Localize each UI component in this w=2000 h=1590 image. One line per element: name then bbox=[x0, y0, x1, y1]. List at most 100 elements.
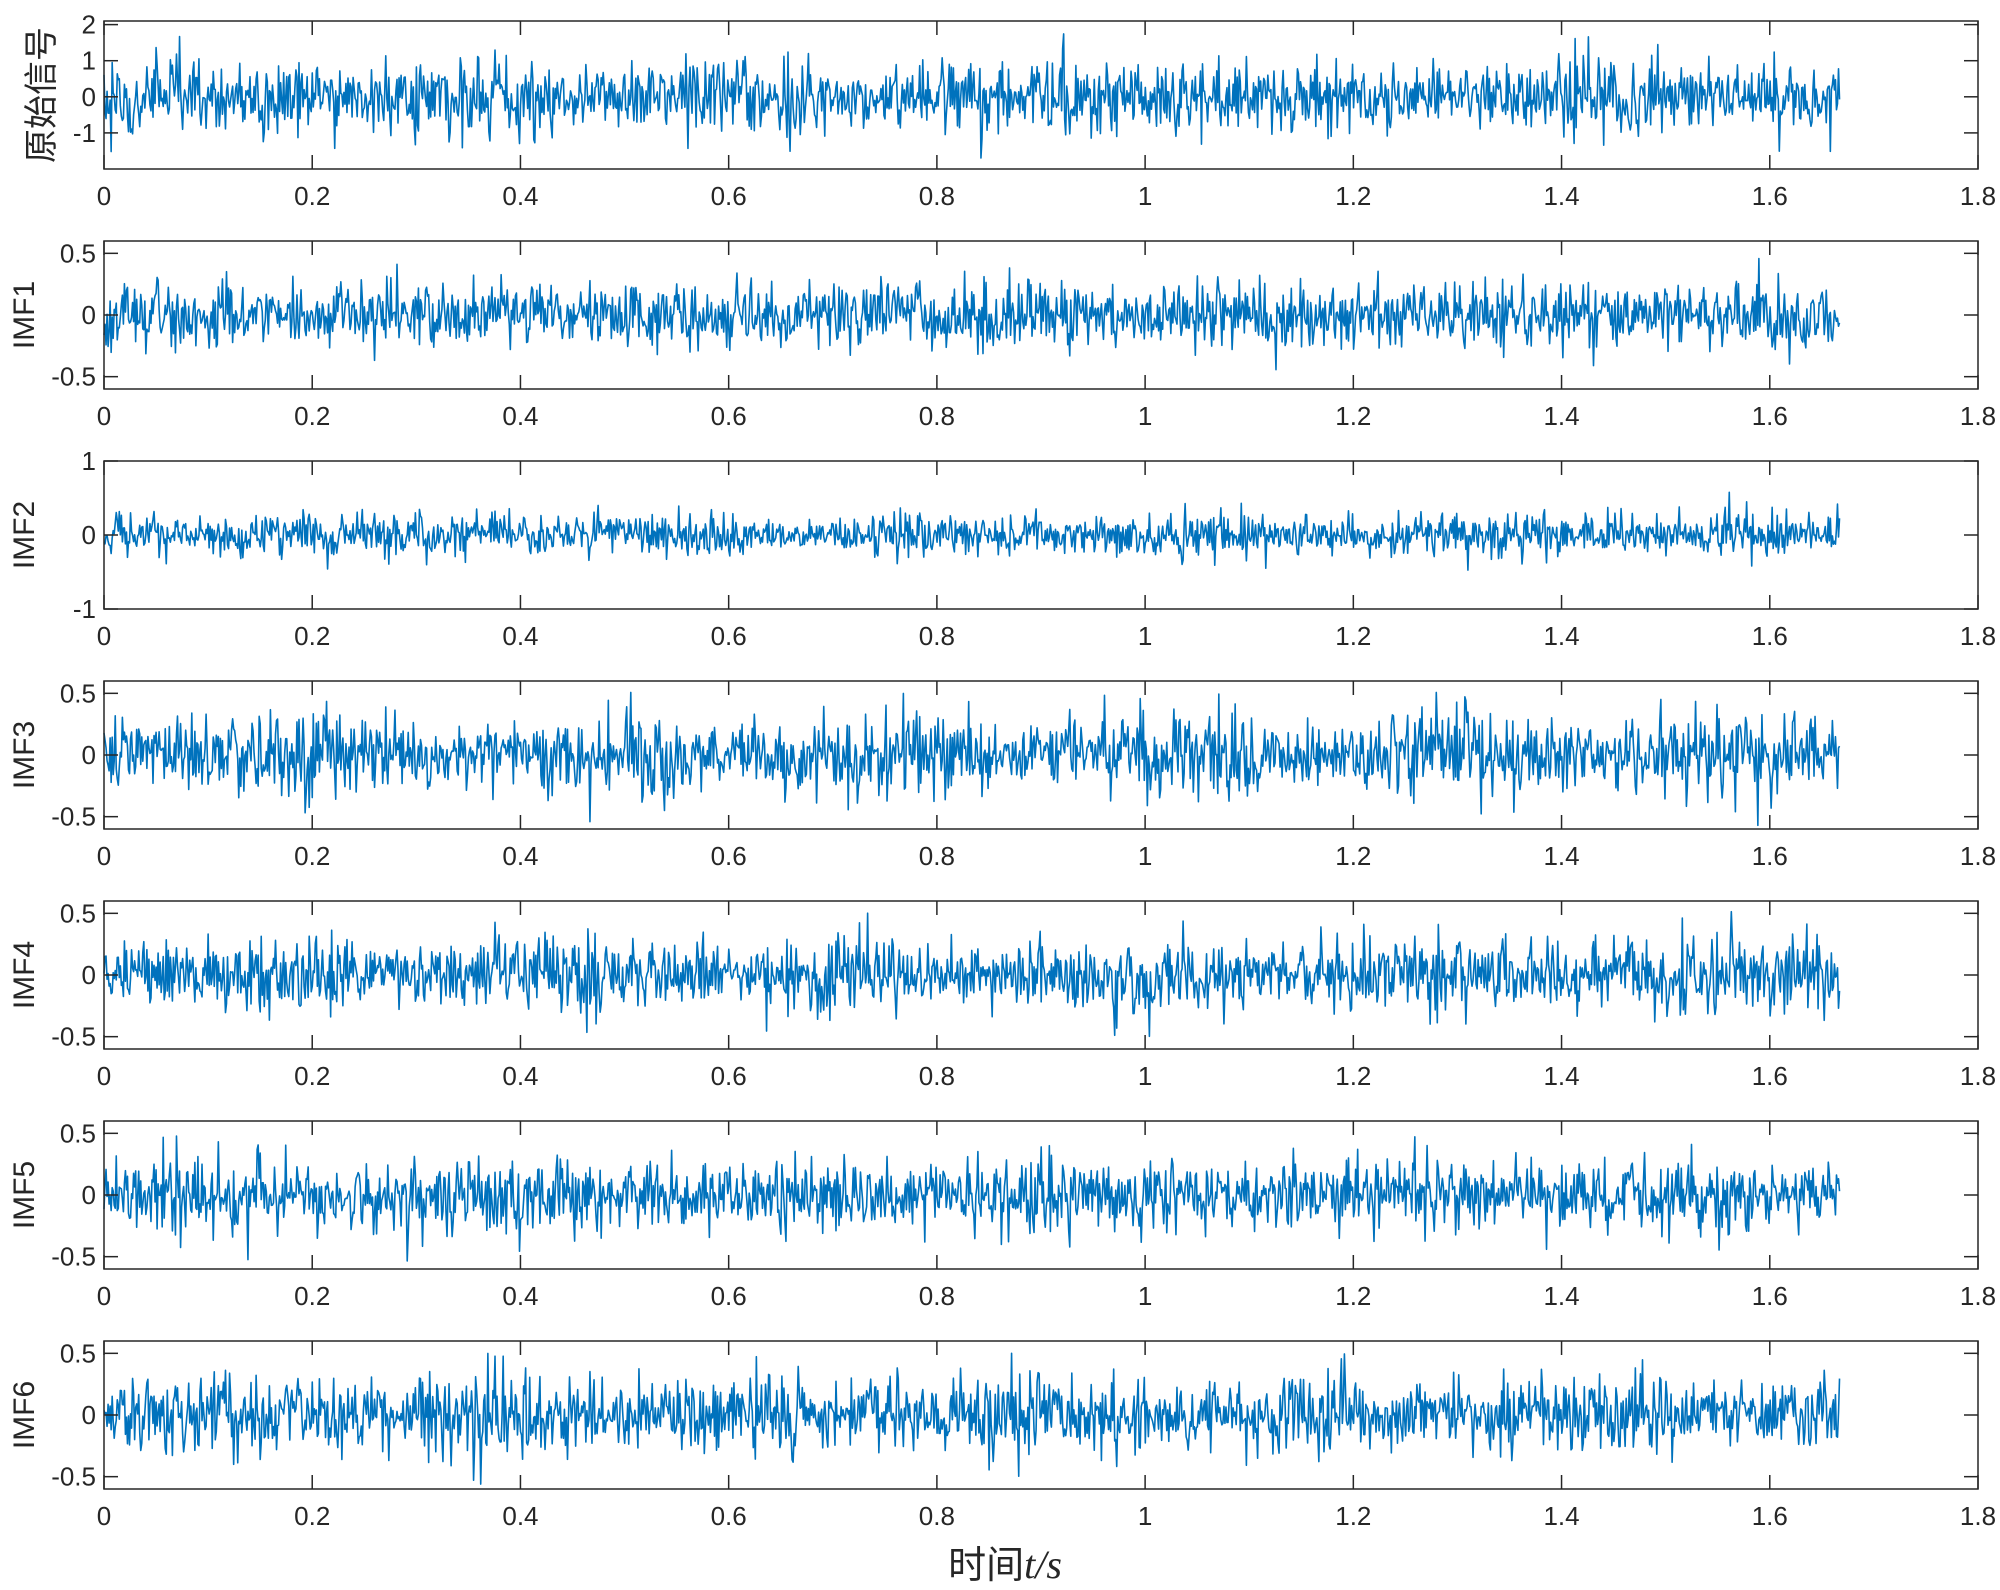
y-tick-label: 0 bbox=[82, 520, 96, 550]
x-tick-label: 1.4 bbox=[1543, 401, 1579, 431]
x-axis-label-expr: t/s bbox=[1024, 1542, 1062, 1587]
y-tick-label: 1 bbox=[82, 446, 96, 476]
signal-line bbox=[103, 491, 1841, 571]
x-tick-label: 0.8 bbox=[919, 621, 955, 651]
axes-frame bbox=[103, 20, 1979, 170]
x-tick-label: 1 bbox=[1138, 401, 1152, 431]
x-tick-label: 0 bbox=[97, 181, 111, 211]
x-tick-label: 0.6 bbox=[711, 621, 747, 651]
x-tick-label: 0.8 bbox=[919, 841, 955, 871]
x-tick-label: 1.2 bbox=[1335, 401, 1371, 431]
y-tick-label: -0.5 bbox=[51, 802, 96, 832]
x-tick-label: 1.2 bbox=[1335, 1501, 1371, 1531]
x-tick-label: 0 bbox=[97, 401, 111, 431]
y-axis-label: IMF5 bbox=[8, 1161, 41, 1229]
x-tick-label: 1.8 bbox=[1960, 1061, 1996, 1091]
y-tick-label: 1 bbox=[82, 46, 96, 76]
x-tick-label: 1.4 bbox=[1543, 1281, 1579, 1311]
y-axis-label: IMF2 bbox=[8, 501, 41, 569]
y-tick-label: 0.5 bbox=[60, 898, 96, 928]
axes-background bbox=[104, 461, 1978, 609]
y-tick-label: -0.5 bbox=[51, 362, 96, 392]
y-tick-label: 0 bbox=[82, 1400, 96, 1430]
y-tick-label: 0.5 bbox=[60, 678, 96, 708]
x-tick-label: 1.2 bbox=[1335, 181, 1371, 211]
x-tick-label: 0.2 bbox=[294, 621, 330, 651]
x-tick-label: 1.8 bbox=[1960, 401, 1996, 431]
x-tick-label: 1 bbox=[1138, 621, 1152, 651]
x-tick-label: 1 bbox=[1138, 181, 1152, 211]
x-tick-label: 1.6 bbox=[1752, 401, 1788, 431]
y-axis-label: IMF6 bbox=[8, 1381, 41, 1449]
x-tick-label: 0.4 bbox=[502, 1061, 538, 1091]
x-tick-label: 0.8 bbox=[919, 1281, 955, 1311]
x-tick-label: 0.8 bbox=[919, 181, 955, 211]
x-tick-label: 1.6 bbox=[1752, 1501, 1788, 1531]
y-tick-label: 0 bbox=[82, 740, 96, 770]
x-tick-label: 1.2 bbox=[1335, 1281, 1371, 1311]
y-axis-label: IMF3 bbox=[8, 721, 41, 789]
x-tick-label: 0.6 bbox=[711, 401, 747, 431]
y-tick-label: 2 bbox=[82, 10, 96, 40]
signal-line bbox=[103, 1135, 1841, 1262]
y-tick-label: -1 bbox=[73, 118, 96, 148]
y-tick-label: 0.5 bbox=[60, 1118, 96, 1148]
x-tick-label: 1.4 bbox=[1543, 1501, 1579, 1531]
x-tick-label: 1.4 bbox=[1543, 181, 1579, 211]
x-tick-label: 1.6 bbox=[1752, 841, 1788, 871]
x-tick-label: 0.8 bbox=[919, 401, 955, 431]
subplot-1: 0 0.2 0.4 0.6 0.8 1 1.2 1.4 1.6 1.8 -1 0 1 2 原始信号 bbox=[22, 10, 1996, 211]
x-tick-label: 1.8 bbox=[1960, 621, 1996, 651]
x-tick-label: 1.6 bbox=[1752, 1061, 1788, 1091]
y-tick-label: -0.5 bbox=[51, 1242, 96, 1272]
y-tick-label: 0.5 bbox=[60, 1338, 96, 1368]
y-tick-label: 0 bbox=[82, 1180, 96, 1210]
x-tick-label: 1.8 bbox=[1960, 1501, 1996, 1531]
x-axis-label-prefix: 时间 bbox=[948, 1543, 1024, 1587]
x-tick-label: 0.2 bbox=[294, 181, 330, 211]
x-tick-label: 1.8 bbox=[1960, 841, 1996, 871]
y-tick-label: 0 bbox=[82, 300, 96, 330]
y-axis-label: IMF1 bbox=[8, 281, 41, 349]
x-tick-label: 0.4 bbox=[502, 621, 538, 651]
x-tick-label: 1.4 bbox=[1543, 1061, 1579, 1091]
x-tick-label: 0.4 bbox=[502, 1281, 538, 1311]
x-tick-label: 0.2 bbox=[294, 401, 330, 431]
x-tick-label: 0.4 bbox=[502, 1501, 538, 1531]
signal-line bbox=[103, 257, 1841, 371]
x-tick-label: 1.6 bbox=[1752, 181, 1788, 211]
y-tick-label: -0.5 bbox=[51, 1462, 96, 1492]
x-tick-label: 0.6 bbox=[711, 181, 747, 211]
x-tick-label: 1.4 bbox=[1543, 621, 1579, 651]
x-tick-label: 1.6 bbox=[1752, 621, 1788, 651]
x-tick-label: 0 bbox=[97, 1061, 111, 1091]
x-tick-label: 1.2 bbox=[1335, 1061, 1371, 1091]
x-tick-label: 1 bbox=[1138, 1061, 1152, 1091]
x-tick-label: 1.2 bbox=[1335, 841, 1371, 871]
signal-line bbox=[103, 33, 1841, 159]
x-tick-label: 0.8 bbox=[919, 1501, 955, 1531]
x-tick-label: 0 bbox=[97, 1281, 111, 1311]
y-axis-label: 原始信号 bbox=[22, 27, 62, 163]
x-tick-label: 0.2 bbox=[294, 841, 330, 871]
signal-line bbox=[103, 691, 1841, 827]
x-tick-label: 0.2 bbox=[294, 1281, 330, 1311]
x-tick-label: 1.8 bbox=[1960, 181, 1996, 211]
y-tick-label: 0 bbox=[82, 960, 96, 990]
x-tick-label: 0.8 bbox=[919, 1061, 955, 1091]
signal-line bbox=[103, 1352, 1841, 1485]
x-tick-label: 0.4 bbox=[502, 181, 538, 211]
y-tick-label: 0.5 bbox=[60, 238, 96, 268]
x-tick-label: 1.4 bbox=[1543, 841, 1579, 871]
x-tick-label: 0.4 bbox=[502, 401, 538, 431]
x-tick-label: 1.2 bbox=[1335, 621, 1371, 651]
y-tick-label: 0 bbox=[82, 82, 96, 112]
x-tick-label: 1.8 bbox=[1960, 1281, 1996, 1311]
